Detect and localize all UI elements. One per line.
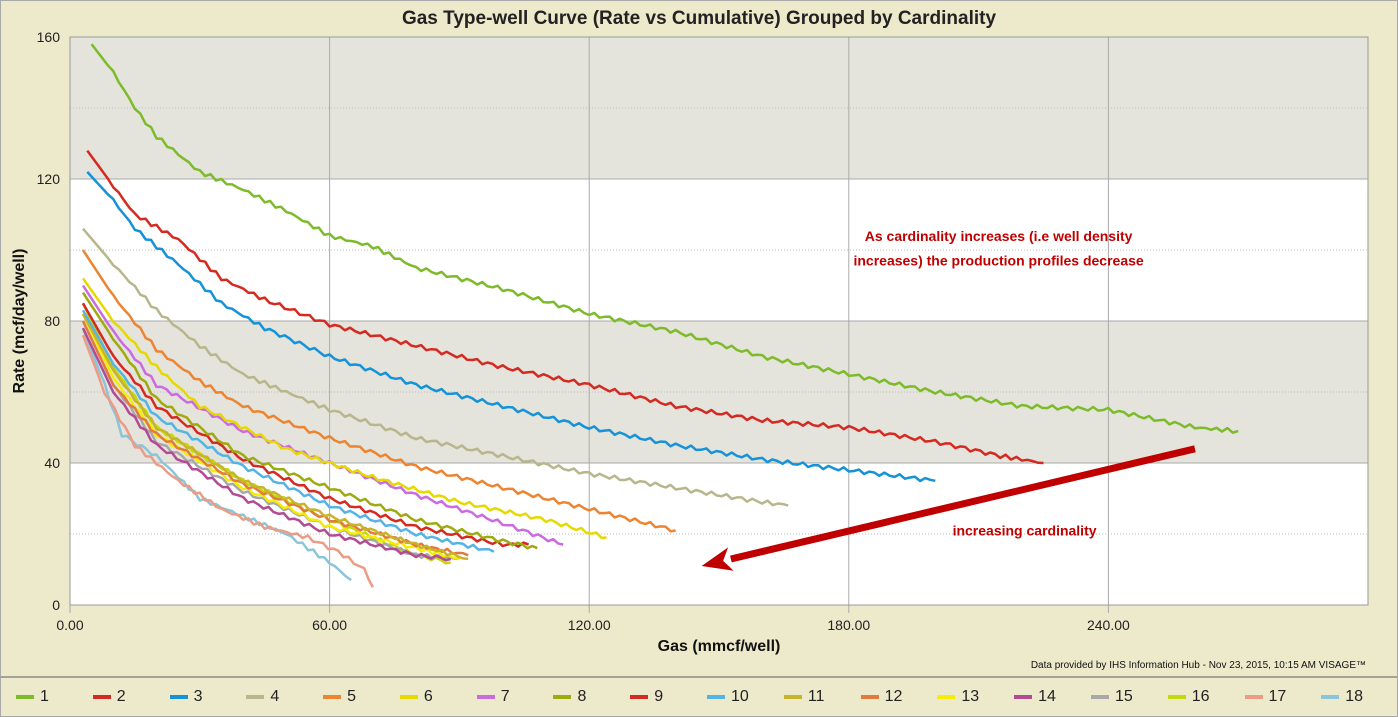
- series-line-18: [81, 327, 352, 582]
- legend-item-4: 4: [246, 688, 323, 706]
- legend-label: 16: [1191, 688, 1210, 705]
- legend-label: 2: [116, 688, 126, 705]
- legend-swatch: [169, 695, 188, 699]
- series-line-4: [82, 227, 789, 507]
- y-tick-label: 40: [44, 455, 60, 471]
- data-credit: Data provided by IHS Information Hub - N…: [1030, 660, 1366, 671]
- annotation-text: increases) the production profiles decre…: [853, 253, 1143, 269]
- legend-swatch: [937, 695, 956, 699]
- plot-border: [69, 36, 1369, 606]
- series-line-8: [81, 291, 538, 550]
- y-tick-label: 80: [44, 313, 60, 329]
- y-tick-label: 120: [37, 171, 61, 187]
- legend-label: 8: [577, 688, 587, 705]
- legend-swatch: [16, 695, 34, 699]
- legend-label: 4: [270, 688, 280, 705]
- legend-label: 12: [884, 688, 903, 705]
- legend-swatch: [707, 695, 726, 699]
- chart-title: Gas Type-well Curve (Rate vs Cumulative)…: [402, 8, 997, 29]
- legend-item-7: 7: [476, 688, 554, 706]
- x-tick-label: 240.00: [1087, 617, 1130, 633]
- legend-label: 13: [961, 688, 980, 705]
- legend-item-3: 3: [169, 688, 247, 706]
- legend-item-2: 2: [92, 688, 170, 706]
- y-tick-label: 160: [37, 29, 61, 45]
- legend-swatch: [630, 695, 649, 699]
- arrow-shaft: [730, 445, 1196, 563]
- legend-swatch: [1167, 695, 1186, 699]
- legend-item-15: 15: [1090, 688, 1168, 706]
- annotation-text: increasing cardinality: [953, 522, 1097, 538]
- legend-swatch: [1014, 695, 1033, 699]
- x-tick-label: 180.00: [827, 617, 870, 633]
- legend-swatch: [476, 695, 495, 699]
- legend-label: 9: [654, 688, 664, 705]
- legend-swatch: [783, 695, 802, 699]
- legend-swatch: [1090, 695, 1109, 699]
- legend-label: 10: [731, 688, 749, 705]
- legend-label: 3: [193, 688, 203, 705]
- legend-label: 6: [423, 688, 433, 705]
- legend-swatch: [553, 695, 572, 699]
- legend-swatch: [1321, 695, 1340, 699]
- series-line-3: [86, 171, 936, 483]
- legend-item-11: 11: [783, 688, 861, 706]
- series-line-10: [81, 309, 495, 553]
- legend-swatch: [860, 695, 879, 699]
- x-axis-label: Gas (mmcf/well): [658, 638, 781, 655]
- legend-label: 7: [500, 688, 510, 705]
- legend-label: 14: [1038, 688, 1056, 705]
- series-line-2: [86, 149, 1044, 465]
- annotation-text: As cardinality increases (i.e well densi…: [865, 228, 1133, 244]
- series-line-6: [81, 277, 607, 540]
- legend-label: 1: [40, 688, 49, 705]
- legend-item-13: 13: [937, 688, 1014, 706]
- legend-item-9: 9: [630, 688, 707, 706]
- series-line-11: [81, 313, 469, 561]
- legend-label: 18: [1345, 688, 1364, 705]
- legend-label: 15: [1114, 688, 1133, 705]
- x-tick-label: 0.00: [56, 617, 83, 633]
- legend-item-8: 8: [553, 688, 630, 706]
- x-tick-label: 60.00: [312, 617, 347, 633]
- legend-swatch: [92, 695, 111, 699]
- series-line-9: [81, 302, 530, 548]
- y-tick-label: 0: [52, 597, 60, 613]
- legend-label: 5: [347, 688, 357, 705]
- legend-swatch: [1244, 695, 1263, 699]
- legend-item-1: 1: [16, 688, 93, 706]
- series-line-14: [81, 327, 452, 562]
- legend-label: 11: [807, 688, 825, 705]
- series-line-1: [90, 43, 1239, 434]
- legend-swatch: [246, 695, 265, 699]
- legend-item-18: 18: [1321, 688, 1398, 706]
- legend-item-17: 17: [1244, 688, 1322, 706]
- legend-item-14: 14: [1014, 688, 1091, 706]
- legend: 1 2 3 4 5 6 7 8 9 10 11 12 13 14 15 16 17 18: [0, 676, 1398, 716]
- legend-item-5: 5: [323, 688, 400, 706]
- legend-item-16: 16: [1167, 688, 1245, 706]
- legend-item-10: 10: [707, 688, 784, 706]
- legend-item-12: 12: [860, 688, 938, 706]
- legend-swatch: [399, 695, 418, 699]
- series-line-16: [81, 302, 451, 565]
- series-line-17: [81, 334, 375, 588]
- legend-label: 17: [1268, 688, 1287, 705]
- series-line-5: [81, 249, 676, 533]
- legend-swatch: [323, 695, 342, 699]
- legend-item-6: 6: [399, 688, 477, 706]
- arrow-head: [701, 547, 734, 571]
- x-tick-label: 120.00: [568, 617, 611, 633]
- y-axis-label: Rate (mcf/day/well): [11, 249, 28, 394]
